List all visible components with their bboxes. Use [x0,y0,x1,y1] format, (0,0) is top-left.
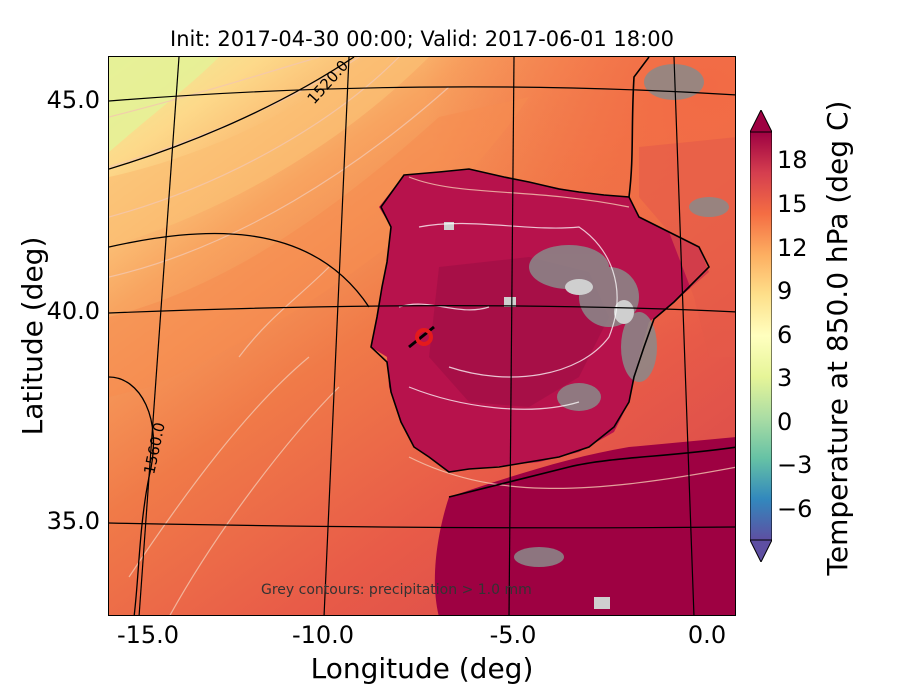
white-contours [398,222,618,410]
colorbar-tick-18: 18 [777,146,808,174]
contour-6 [169,386,340,615]
colorbar-tick-9: 9 [777,277,793,305]
longitude-line-neg15 [138,57,180,615]
longitude-line-0 [673,57,695,615]
graticule [109,57,735,615]
colorbar-tick-3: 3 [777,364,793,392]
xtick-0: 0.0 [687,621,727,649]
iberia-coastline [370,168,710,473]
plot-title: Init: 2017-04-30 00:00; Valid: 2017-06-0… [170,27,674,51]
precip-light-4 [504,297,516,307]
france-coastline [628,57,650,198]
ytick-35: 35.0 [46,507,100,535]
geopotential-contour-a [109,232,370,308]
cool-corner [109,57,219,152]
geopotential-contour-1520 [109,57,355,170]
xtick-neg15: -15.0 [116,621,180,649]
colorbar-tick-15: 15 [777,190,808,218]
interior-core [429,257,609,407]
precip-patch-4 [557,383,601,411]
france-warm [639,137,735,357]
temperature-map: 1520.0 1560.0 Grey contours: precipitati… [109,57,735,615]
precip-light-2 [614,300,634,324]
xtick-neg5: -5.0 [489,621,537,649]
contour-4 [109,86,450,278]
temperature-contours [109,57,735,615]
ytick-40: 40.0 [46,297,100,325]
colorbar-extend-min [750,539,772,562]
longitude-line-neg10 [323,57,350,615]
colorbar-gradient [750,131,772,541]
coastlines [370,57,735,498]
precip-patch-6 [689,197,729,217]
colorbar-tick-neg3: −3 [777,451,813,479]
precip-light-5 [594,597,610,609]
latitude-line-35 [109,522,735,529]
precipitation-patches [514,64,729,567]
precipitation-light [444,222,634,609]
warm-band-2 [109,97,529,397]
colorbar-extend-max [750,110,772,133]
station-marker [415,328,433,346]
precipitation-note: Grey contours: precipitation > 1.0 mm [261,582,532,598]
white-contour-3 [408,386,580,410]
colorbar-tick-12: 12 [777,234,808,262]
latitude-line-45 [109,86,735,102]
contour-9 [408,456,735,489]
xtick-neg10: -10.0 [291,621,355,649]
latitude-line-40 [109,305,735,314]
x-axis-label: Longitude (deg) [310,652,534,685]
colorbar-tick-neg6: −6 [777,495,813,523]
colorbar-tick-6: 6 [777,321,793,349]
colorbar-label: Temperature at 850.0 hPa (deg C) [821,100,854,576]
contour-5 [128,356,310,578]
contour-3 [109,57,400,218]
africa-coastline [448,446,735,498]
precip-light-3 [444,222,454,230]
contour-1 [109,57,320,118]
contour-7 [238,266,330,358]
colorbar-tick-0: 0 [777,408,793,436]
white-contour-2 [398,303,490,311]
precip-patch-7 [514,547,564,567]
precip-patch-3 [621,312,657,382]
white-contour-1 [418,222,618,378]
precip-light-1 [565,279,593,295]
y-axis-label: Latitude (deg) [16,236,49,436]
contour-8 [408,176,630,208]
colorbar [750,110,772,562]
ytick-45: 45.0 [46,86,100,114]
longitude-line-neg5 [508,57,515,615]
map-panel: 1520.0 1560.0 Grey contours: precipitati… [108,56,736,616]
